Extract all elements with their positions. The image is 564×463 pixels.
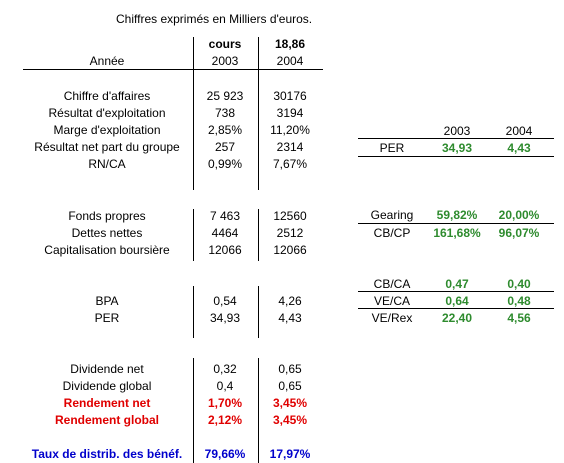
row-label: RN/CA (88, 157, 126, 171)
row-value-2004: 0,65 (278, 362, 302, 376)
row-value-2004: 7,67% (272, 157, 308, 171)
side-ratio-2003: 0,64 (445, 294, 469, 308)
row-value-2003: 34,93 (209, 311, 241, 325)
row-label: PER (94, 311, 120, 325)
row-value-2004: 0,65 (278, 379, 302, 393)
rendement-net-2003: 1,70% (207, 396, 243, 410)
vline-left-1 (193, 37, 194, 190)
side-ratio-2004: 96,07% (498, 226, 540, 240)
vline-left-2 (193, 209, 194, 261)
side-ratio-label: CB/CA (373, 277, 411, 291)
side-per-bottomline (358, 156, 554, 157)
row-label: Dividende global (62, 379, 152, 393)
vline-right-3 (258, 286, 259, 338)
rendement-net-label: Rendement net (63, 396, 151, 410)
header-underline (23, 69, 323, 70)
row-value-2004: 2314 (276, 140, 304, 154)
vline-right-4 (258, 358, 259, 463)
row-value-2003: 0,99% (207, 157, 243, 171)
rendement-net-2004: 3,45% (272, 396, 308, 410)
row-value-2003: 7 463 (209, 209, 241, 223)
side-ratio-label: Gearing (370, 208, 414, 222)
rendement-global-label: Rendement global (54, 413, 160, 427)
side-ratio-2003: 0,47 (445, 277, 469, 291)
side-ratio-2003: 22,40 (441, 311, 473, 325)
side-ratio-2004: 4,56 (507, 311, 531, 325)
side-ratio-2004: 0,40 (507, 277, 531, 291)
row-label: Résultat net part du groupe (34, 140, 180, 154)
side-veca-underline (358, 308, 554, 309)
row-label: Marge d'exploitation (53, 123, 161, 137)
row-value-2003: 4464 (211, 226, 239, 240)
row-label: BPA (95, 294, 119, 308)
row-value-2004: 4,26 (278, 294, 302, 308)
row-value-2003: 12066 (208, 243, 242, 257)
units-note: Chiffres exprimés en Milliers d'euros. (116, 12, 313, 26)
row-value-2004: 2512 (276, 226, 304, 240)
side-year-2003: 2003 (443, 124, 471, 138)
taux-label: Taux de distrib. des bénéf. (31, 447, 183, 461)
row-value-2004: 12560 (273, 209, 307, 223)
side-per-topline (358, 138, 554, 139)
year-2004: 2004 (276, 54, 304, 68)
side-ratio-label: CB/CP (373, 226, 411, 240)
rendement-global-2003: 2,12% (207, 413, 243, 427)
cours-value: 18,86 (274, 37, 306, 51)
side-ratio-label: VE/Rex (371, 311, 413, 325)
taux-2003: 79,66% (204, 447, 246, 461)
row-label: Dividende net (70, 362, 144, 376)
vline-left-4 (193, 358, 194, 463)
row-value-2003: 257 (214, 140, 236, 154)
row-value-2004: 3194 (276, 106, 304, 120)
vline-left-3 (193, 286, 194, 338)
row-value-2003: 25 923 (206, 89, 244, 103)
side-per-label: PER (379, 141, 405, 155)
row-value-2003: 0,32 (213, 362, 237, 376)
rendement-global-2004: 3,45% (272, 413, 308, 427)
vline-right-2 (258, 209, 259, 261)
cours-label: cours (208, 37, 242, 51)
side-cbca-underline (358, 291, 554, 292)
row-value-2004: 12066 (273, 243, 307, 257)
year-2003: 2003 (211, 54, 239, 68)
side-ratio-2004: 20,00% (498, 208, 540, 222)
row-label: Capitalisation boursière (44, 243, 170, 257)
side-ratio-2004: 0,48 (507, 294, 531, 308)
row-label: Dettes nettes (71, 226, 143, 240)
side-per-2004: 4,43 (507, 141, 531, 155)
row-value-2003: 0,4 (216, 379, 234, 393)
row-value-2004: 30176 (273, 89, 307, 103)
side-ratio-2003: 59,82% (436, 208, 478, 222)
side-ratio-2003: 161,68% (433, 226, 481, 240)
row-value-2003: 0,54 (213, 294, 237, 308)
row-label: Chiffre d'affaires (63, 89, 151, 103)
vline-right-1 (258, 37, 259, 190)
side-gearing-underline (358, 223, 554, 224)
side-per-2003: 34,93 (441, 141, 473, 155)
row-value-2003: 2,85% (207, 123, 243, 137)
side-year-2004: 2004 (505, 124, 533, 138)
row-label: Fonds propres (68, 209, 146, 223)
taux-2004: 17,97% (269, 447, 311, 461)
row-value-2004: 11,20% (270, 123, 310, 137)
row-value-2003: 738 (214, 106, 236, 120)
row-label: Résultat d'exploitation (48, 106, 166, 120)
row-value-2004: 4,43 (278, 311, 302, 325)
side-ratio-label: VE/CA (373, 294, 411, 308)
year-label: Année (89, 54, 125, 68)
